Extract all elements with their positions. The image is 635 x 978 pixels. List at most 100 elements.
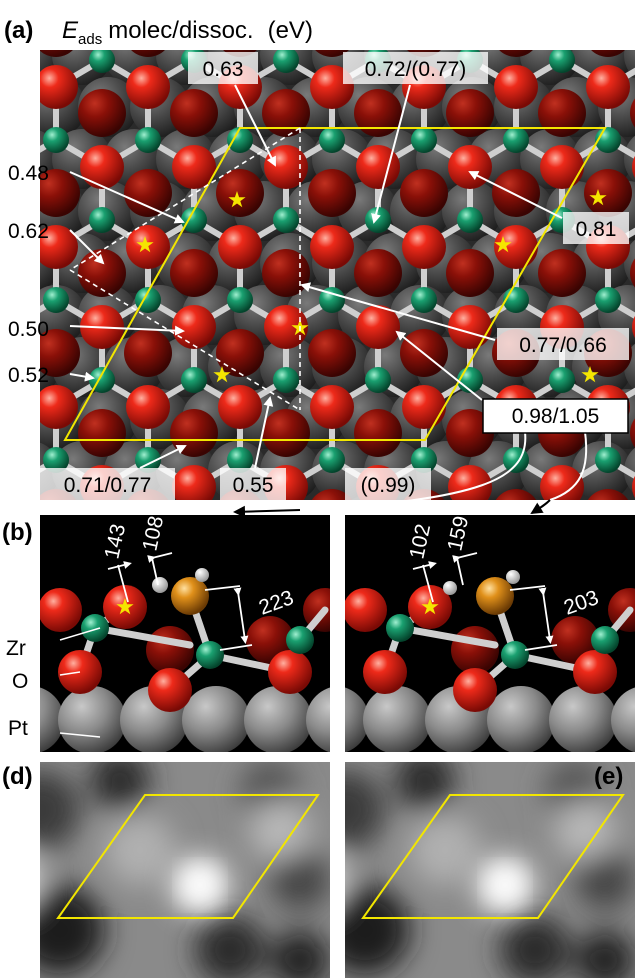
stm-bright-core xyxy=(186,871,214,899)
o-subsurface xyxy=(0,249,34,297)
stm-blob xyxy=(270,930,330,978)
label-box xyxy=(563,212,629,244)
dim-line xyxy=(509,585,546,591)
h-atom xyxy=(506,570,520,584)
o-subsurface xyxy=(630,98,635,128)
label-box xyxy=(188,52,258,84)
o-atom xyxy=(264,305,308,349)
pt-atom xyxy=(487,686,555,752)
marker-star xyxy=(116,598,134,615)
marker-star xyxy=(228,191,246,208)
marker-star xyxy=(494,236,512,253)
bond xyxy=(562,0,608,7)
o-atom xyxy=(453,668,497,712)
o-subsurface xyxy=(311,489,353,500)
o-atom xyxy=(448,0,492,29)
o-subsurface xyxy=(0,569,34,617)
o-subsurface xyxy=(262,409,310,457)
marker-star xyxy=(589,189,607,206)
o-subsurface xyxy=(131,50,165,57)
pt-atom xyxy=(363,686,431,752)
o-atom xyxy=(632,315,635,339)
zr-atom xyxy=(286,626,314,654)
h-atom xyxy=(152,577,168,593)
o-subsurface xyxy=(407,50,441,57)
stm-features xyxy=(0,762,330,978)
pt-atom xyxy=(58,686,126,752)
o-atom xyxy=(540,0,584,29)
o-subsurface xyxy=(170,89,218,137)
zr-atom xyxy=(135,287,161,313)
atom-pointer xyxy=(59,627,101,641)
o-atom xyxy=(0,465,32,509)
o-subsurface xyxy=(315,50,349,57)
atom-label: Zr xyxy=(6,637,26,660)
zr-atom xyxy=(273,50,299,73)
zr-atom xyxy=(181,207,207,233)
o-subsurface xyxy=(124,169,172,217)
bond xyxy=(608,0,635,7)
zr-atom xyxy=(501,641,529,669)
dim-line xyxy=(422,564,434,603)
zr-atom xyxy=(273,207,299,233)
bond xyxy=(10,0,56,7)
o-atom xyxy=(632,475,635,499)
pointer-arrows xyxy=(69,84,563,469)
unit-cell xyxy=(56,794,320,919)
o-subsurface xyxy=(630,418,635,448)
pt-atom xyxy=(624,135,635,183)
bond xyxy=(396,624,499,649)
o-subsurface xyxy=(146,626,194,674)
zr-atom xyxy=(549,50,575,73)
o-atom xyxy=(40,385,78,429)
bond xyxy=(194,0,240,7)
o-subsurface xyxy=(78,249,126,297)
bond xyxy=(91,624,194,649)
marker-star xyxy=(136,236,154,253)
zr-atom xyxy=(503,127,529,153)
o-subsurface xyxy=(354,409,402,457)
zr-atom xyxy=(227,447,253,473)
o-atom xyxy=(218,225,262,269)
label-box xyxy=(345,468,431,500)
o-atom xyxy=(80,145,124,189)
o-subsurface xyxy=(0,89,34,137)
stm-blob xyxy=(195,915,265,978)
unit-cell xyxy=(361,794,625,919)
o-atom xyxy=(402,385,446,429)
dimension-lines xyxy=(107,552,253,651)
zr-atom xyxy=(365,207,391,233)
panel-label: (a) xyxy=(4,17,33,44)
dim-line xyxy=(219,644,253,651)
o-subsurface xyxy=(492,169,540,217)
o-adsorbate xyxy=(171,577,209,615)
o-subsurface xyxy=(216,169,264,217)
o-subsurface xyxy=(584,169,632,217)
dim-line xyxy=(524,644,558,651)
label-box xyxy=(343,52,488,84)
energy-label: 0.98/1.05 xyxy=(512,405,600,428)
o-subsurface xyxy=(591,50,625,57)
o-subsurface xyxy=(538,89,586,137)
dashed-cell xyxy=(69,127,301,411)
o-subsurface xyxy=(78,409,126,457)
energy-label: (0.99) xyxy=(361,474,416,497)
stm-simulation xyxy=(345,762,635,978)
stm-blob xyxy=(0,850,40,910)
o-subsurface xyxy=(303,588,330,632)
energy-label: 0.77/0.66 xyxy=(519,334,607,357)
o-atom xyxy=(40,588,82,632)
bond xyxy=(424,0,470,7)
stm-blob xyxy=(410,815,480,885)
o-subsurface xyxy=(587,489,629,500)
annotations: 0.63 0.72/(0.77) 0.48 0.62 0.81 0.50 0.77/0.66… xyxy=(8,52,629,518)
zr-atom xyxy=(89,207,115,233)
label-box xyxy=(497,328,629,360)
dim-line xyxy=(412,561,437,570)
energy-label: 0.48 xyxy=(8,162,49,185)
panel-label: (b) xyxy=(2,519,33,546)
o-atom xyxy=(40,65,78,109)
o-atom xyxy=(540,465,584,500)
o-atom xyxy=(172,145,216,189)
